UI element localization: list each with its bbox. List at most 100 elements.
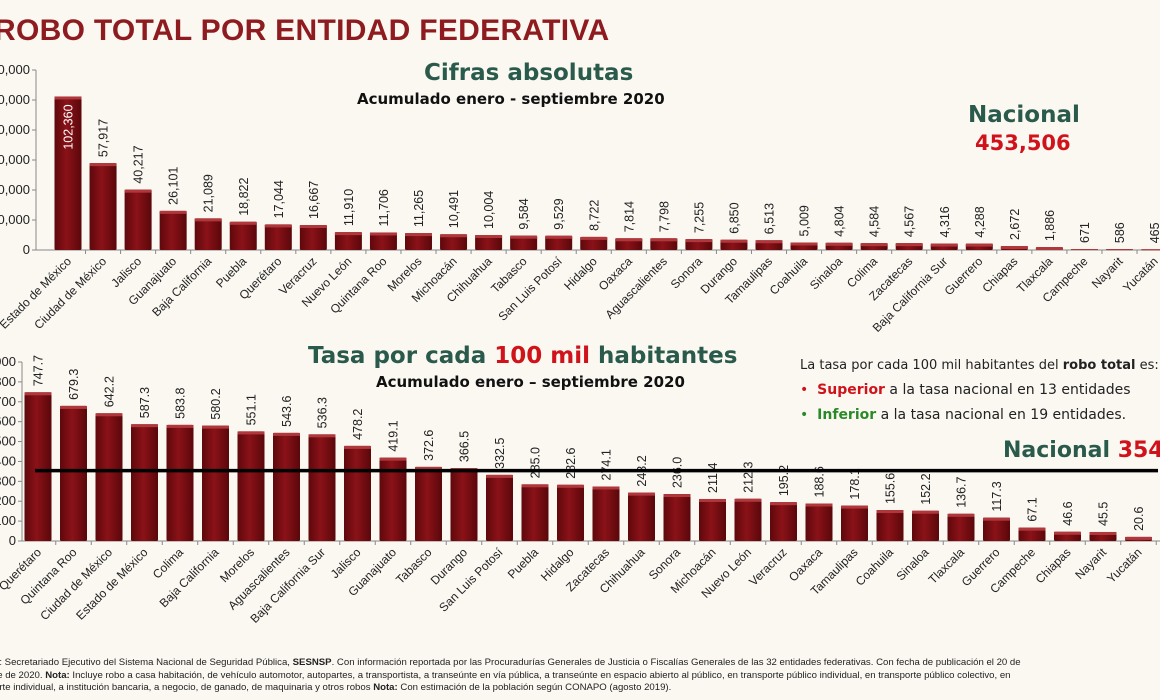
footer-text: . Con información reportada por las Proc…: [331, 657, 1021, 668]
bar: [264, 224, 292, 250]
chart2-national: Nacional 354: [1003, 438, 1160, 463]
data-label: 9,584: [517, 198, 531, 229]
footer-line: e: Secretariado Ejecutivo del Sistema Na…: [0, 657, 1160, 670]
y-tick-label: 0: [9, 533, 16, 548]
bar-highlight: [202, 425, 229, 429]
bar: [876, 510, 904, 541]
bar-highlight: [615, 238, 643, 242]
bar-highlight: [415, 466, 442, 470]
bar: [379, 457, 407, 541]
bar: [580, 236, 608, 250]
data-label: 7,798: [657, 201, 671, 232]
data-label: 46.6: [1061, 501, 1075, 525]
bar: [475, 234, 503, 250]
bar-highlight: [1054, 531, 1081, 535]
bar: [54, 96, 82, 251]
data-label: 45.5: [1097, 502, 1111, 526]
data-label: 102,360: [62, 104, 76, 149]
data-label: 178.1: [848, 468, 862, 499]
y-tick-label: 80,000: [0, 122, 30, 137]
bar-highlight: [166, 424, 194, 428]
y-tick-label: 500: [0, 434, 16, 449]
chart2-subtitle: Acumulado enero – septiembre 2020: [376, 373, 685, 391]
data-label: 671: [1078, 222, 1092, 243]
bar: [60, 405, 87, 541]
footer-text: e: Secretariado Ejecutivo del Sistema Na…: [0, 657, 293, 668]
bar: [131, 424, 158, 541]
note-intro-end: es:: [1135, 358, 1159, 373]
category-label: Aguascalientes: [603, 254, 670, 321]
data-label: 7,814: [622, 201, 636, 232]
note-inferior: • Inferior a la tasa nacional en 19 enti…: [800, 403, 1159, 428]
data-label: 285.0: [529, 447, 543, 478]
data-label: 211.4: [706, 463, 720, 493]
data-label: 478.2: [351, 409, 365, 440]
data-label: 580.2: [209, 388, 223, 419]
footer-text: Incluye robo a casa habitación, de vehíc…: [69, 669, 1011, 681]
bar-highlight: [699, 498, 726, 502]
data-label: 4,584: [868, 206, 882, 237]
category-label: Aguascalientes: [225, 545, 292, 612]
bar: [299, 224, 327, 250]
note-inferior-text: a la tasa nacional en 19 entidades.: [876, 407, 1127, 423]
bar-highlight: [860, 243, 888, 247]
bar: [734, 498, 762, 541]
data-label: 5,009: [798, 205, 812, 236]
footer-bold: Nota:: [373, 682, 398, 693]
bar-highlight: [95, 413, 123, 417]
data-label: 6,850: [727, 202, 741, 233]
category-label: Yucatán: [1104, 545, 1145, 586]
bar: [699, 498, 726, 541]
data-label: 6,513: [763, 203, 777, 234]
data-label: 587.3: [138, 387, 152, 418]
bar-highlight: [685, 239, 713, 243]
note-intro-bold: robo total: [1062, 358, 1136, 373]
bar: [273, 432, 300, 541]
bar-highlight: [131, 424, 158, 428]
bar-highlight: [229, 221, 257, 225]
data-label: 551.1: [245, 394, 259, 425]
bar-highlight: [1018, 527, 1046, 531]
y-tick-label: 100,000: [0, 92, 30, 107]
bar-highlight: [89, 163, 117, 167]
bar-highlight: [557, 484, 584, 488]
bar-highlight: [650, 238, 678, 242]
bar-highlight: [124, 189, 152, 193]
y-tick-label: 900: [0, 354, 16, 369]
bar-highlight: [965, 243, 993, 247]
bar: [89, 163, 117, 250]
bar: [628, 492, 655, 541]
data-label: 4,288: [973, 206, 987, 237]
bar: [229, 221, 257, 250]
bar-highlight: [628, 492, 655, 496]
page-title: ROBO TOTAL POR ENTIDAD FEDERATIVA: [0, 14, 610, 47]
bar-highlight: [405, 233, 432, 237]
bar-highlight: [895, 243, 923, 247]
bar-highlight: [521, 484, 549, 488]
footer-line: orte individual, a institución bancaria,…: [0, 682, 1160, 695]
category-label: Chiapas: [1033, 545, 1074, 586]
chart1-national-label: Nacional: [968, 102, 1080, 128]
bar-highlight: [379, 457, 407, 461]
bar-highlight: [663, 494, 691, 498]
data-label: 366.5: [458, 431, 472, 462]
data-label: 18,822: [237, 177, 251, 215]
data-label: 26,101: [167, 167, 181, 205]
data-label: 583.8: [174, 388, 188, 419]
y-tick-label: 20,000: [0, 212, 30, 227]
data-label: 11,910: [342, 189, 356, 226]
bar-highlight: [720, 239, 748, 243]
data-label: 543.6: [280, 396, 294, 427]
data-label: 1,886: [1043, 210, 1057, 241]
data-label: 21,089: [202, 174, 216, 212]
bar-highlight: [912, 510, 939, 514]
bar: [510, 235, 538, 250]
bar-highlight: [299, 224, 327, 228]
data-label: 17,044: [272, 180, 286, 218]
bar: [308, 434, 336, 541]
data-label: 372.6: [422, 430, 436, 461]
bar-highlight: [983, 517, 1010, 521]
bar-highlight: [805, 503, 833, 507]
note-superior: • Superior a la tasa nacional en 13 enti…: [800, 378, 1159, 403]
category-label: Coahuila: [853, 545, 897, 589]
